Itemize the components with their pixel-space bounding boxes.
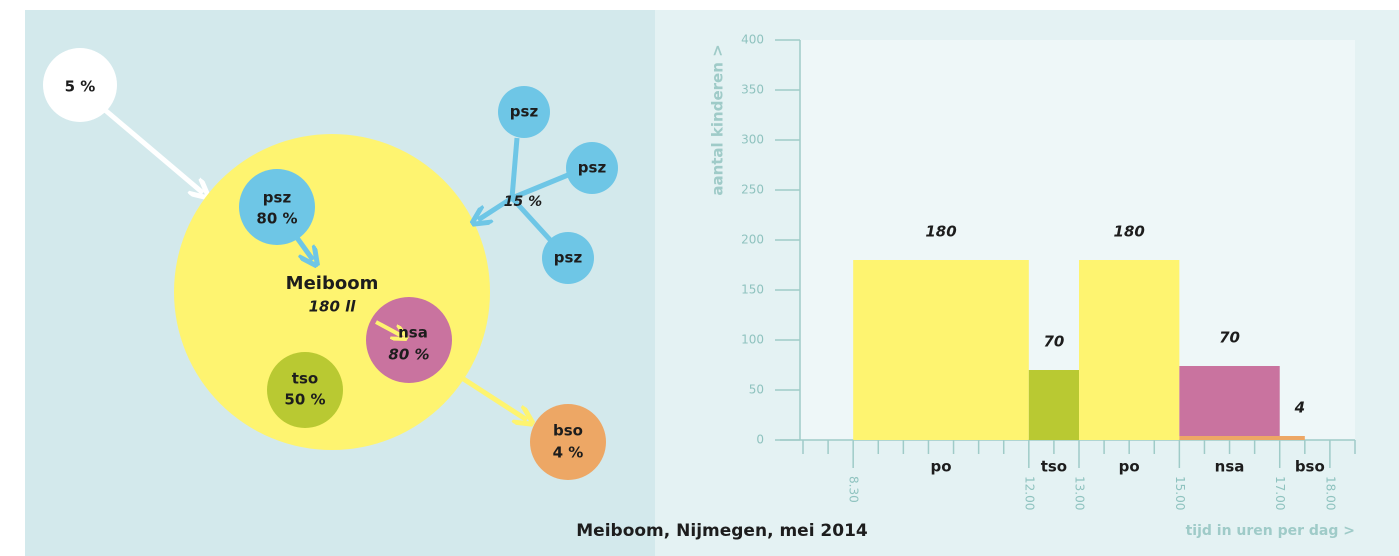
node: [239, 169, 315, 245]
y-tick-label: 150: [741, 283, 764, 297]
y-tick-label: 300: [741, 133, 764, 147]
x-tick-label: 12.00: [1022, 476, 1036, 510]
bar: [1028, 370, 1079, 440]
x-axis-label: tijd in uren per dag >: [1186, 523, 1355, 539]
y-tick-label: 200: [741, 233, 764, 247]
category-label: bso: [1295, 458, 1325, 476]
node-sub: 80 %: [256, 210, 297, 228]
node-sub: 180 ll: [309, 298, 357, 316]
bar: [1079, 260, 1180, 440]
node: [498, 86, 550, 138]
data-label: 70: [1043, 333, 1064, 351]
arrow: [478, 195, 514, 220]
hub-label: 15 %: [504, 194, 542, 210]
caption: Meiboom, Nijmegen, mei 2014: [576, 521, 868, 541]
arrow: [510, 196, 555, 245]
arrow: [460, 375, 527, 420]
node-label: Meiboom: [286, 273, 379, 294]
x-tick-label: 13.00: [1073, 476, 1087, 510]
x-tick-label: 15.00: [1173, 476, 1187, 510]
node-sub: 4 %: [553, 444, 584, 462]
node-label: psz: [263, 189, 292, 207]
category-label: nsa: [1215, 458, 1245, 476]
category-label: po: [930, 458, 951, 476]
node-label: nsa: [398, 324, 428, 342]
node: [530, 404, 606, 480]
node-label: psz: [510, 103, 539, 121]
x-tick-label: 17.00: [1273, 476, 1287, 510]
data-label: 180: [1114, 223, 1145, 241]
bar: [1179, 436, 1305, 440]
node: [267, 352, 343, 428]
node-label: psz: [578, 159, 607, 177]
arrow: [103, 108, 203, 193]
node-sub: 80 %: [388, 346, 429, 364]
node: [566, 142, 618, 194]
category-label: tso: [1041, 458, 1067, 476]
arrow: [375, 320, 402, 336]
bar: [853, 260, 1029, 440]
y-tick-label: 100: [741, 333, 764, 347]
y-tick-label: 0: [756, 433, 764, 447]
y-axis-label: aantal kinderen >: [709, 44, 727, 195]
bar: [1179, 366, 1280, 436]
y-tick-label: 50: [749, 383, 764, 397]
data-label: 70: [1219, 329, 1240, 347]
arrow: [509, 137, 520, 199]
node-label: 5 %: [65, 78, 96, 96]
data-label: 180: [925, 223, 956, 241]
node: [542, 232, 594, 284]
y-tick-label: 400: [741, 33, 764, 47]
node: [43, 48, 117, 122]
data-label: 4: [1294, 399, 1305, 417]
y-tick-label: 350: [741, 83, 764, 97]
node-label: psz: [554, 249, 583, 267]
node-label: tso: [292, 370, 318, 388]
y-tick-label: 250: [741, 183, 764, 197]
node-sub: 50 %: [284, 391, 325, 409]
x-tick-label: 18.00: [1323, 476, 1337, 510]
x-tick-label: 8.30: [847, 476, 861, 503]
arrow: [511, 172, 569, 201]
arrow: [292, 233, 313, 260]
node-label: bso: [553, 422, 583, 440]
category-label: po: [1119, 458, 1140, 476]
